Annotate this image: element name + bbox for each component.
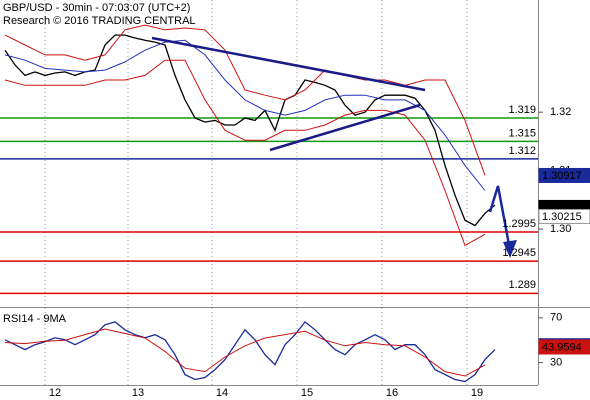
price-tag-label: 43.9594 — [542, 341, 582, 353]
y-tick-label: 1.32 — [550, 106, 571, 118]
level-label: 1.312 — [508, 145, 536, 157]
x-tick-label: 14 — [216, 387, 228, 399]
level-label: 1.315 — [508, 127, 536, 139]
price-tag-label: 1.30215 — [542, 211, 582, 223]
trendline — [151, 36, 426, 92]
x-tick-label: 19 — [471, 387, 483, 399]
plot-area — [0, 0, 538, 385]
price-tag-label: 1.30917 — [542, 170, 582, 182]
y-tick-label: 1.34 — [550, 0, 571, 1]
trendline — [269, 103, 421, 152]
y-tick-label: 70 — [550, 312, 562, 324]
level-label: 1.319 — [508, 104, 536, 116]
price-tag — [538, 167, 590, 183]
level-label: 1.2995 — [502, 218, 536, 230]
x-tick-label: 15 — [301, 387, 313, 399]
series-line — [4, 328, 486, 377]
x-tick-label: 13 — [132, 387, 144, 399]
arrow-head — [503, 240, 517, 258]
rsi-title: RSI14 - 9MA — [3, 313, 67, 325]
chart-subtitle: Research © 2016 TRADING CENTRAL — [3, 15, 196, 27]
trendlines — [151, 36, 517, 258]
level-label: 1.2945 — [502, 247, 536, 259]
series-line — [4, 320, 496, 383]
projection-arrow — [488, 185, 512, 251]
x-tick-label: 16 — [386, 387, 398, 399]
series-line — [4, 59, 486, 247]
price-tag — [538, 339, 590, 355]
level-label: 1.289 — [508, 279, 536, 291]
series-line — [4, 39, 486, 191]
x-tick-label: 12 — [49, 387, 61, 399]
price-tag — [538, 208, 590, 224]
y-tick-label: 1.30 — [550, 223, 571, 235]
chart-title: GBP/USD - 30min - 07:03:07 (UTC+2) — [3, 2, 190, 14]
y-tick-label: 30 — [550, 357, 562, 369]
